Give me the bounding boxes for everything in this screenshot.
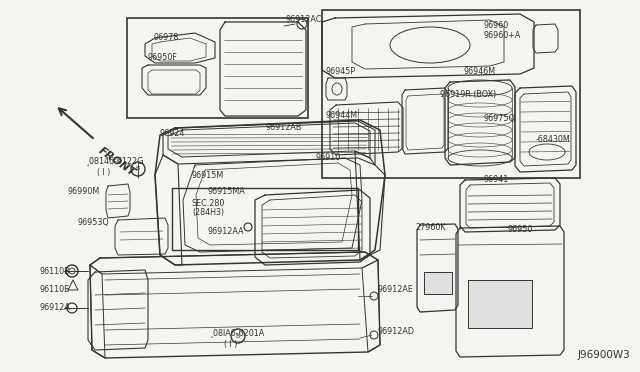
Text: 96912AD: 96912AD — [378, 327, 415, 337]
Bar — [424, 272, 452, 294]
Text: 96941: 96941 — [484, 176, 509, 185]
Text: 96110B: 96110B — [40, 267, 70, 276]
Text: 96910: 96910 — [315, 153, 340, 161]
Text: 96912A: 96912A — [40, 304, 71, 312]
Text: 96946M: 96946M — [464, 67, 496, 77]
Text: FRONT: FRONT — [97, 145, 138, 178]
Text: 96990M: 96990M — [67, 187, 99, 196]
Text: 96912AA: 96912AA — [207, 228, 244, 237]
Text: 96960: 96960 — [484, 22, 509, 31]
Text: 96945P: 96945P — [326, 67, 356, 77]
Text: 96915M: 96915M — [192, 170, 224, 180]
Text: 96950F: 96950F — [147, 52, 177, 61]
Text: 96944M: 96944M — [326, 112, 358, 121]
Bar — [127, 18, 308, 118]
Text: 27960K: 27960K — [415, 224, 445, 232]
Text: ¸08IA6-6201A: ¸08IA6-6201A — [210, 328, 265, 337]
Bar — [172, 188, 358, 250]
Text: J96900W3: J96900W3 — [577, 350, 630, 360]
Text: ( I ): ( I ) — [97, 167, 110, 176]
Text: 96975Q: 96975Q — [484, 113, 516, 122]
Text: 96960+A: 96960+A — [484, 32, 522, 41]
Text: B: B — [135, 167, 140, 171]
Text: -68430M: -68430M — [536, 135, 571, 144]
Text: ¸08146-6122G: ¸08146-6122G — [86, 157, 145, 166]
Text: 96953Q: 96953Q — [78, 218, 109, 227]
Text: 96110E: 96110E — [40, 285, 70, 295]
Text: 96912AE: 96912AE — [378, 285, 414, 295]
Bar — [322, 10, 580, 178]
Text: 96950: 96950 — [507, 224, 532, 234]
Text: (284H3): (284H3) — [192, 208, 224, 218]
Bar — [468, 280, 532, 328]
Text: 96924: 96924 — [160, 129, 186, 138]
Text: 96919R (BOX): 96919R (BOX) — [440, 90, 496, 99]
Text: SEC.280: SEC.280 — [192, 199, 225, 208]
Text: 96912AC: 96912AC — [285, 16, 321, 25]
Text: 96912AB: 96912AB — [266, 122, 302, 131]
Text: ( I ): ( I ) — [224, 340, 237, 349]
Text: 96978: 96978 — [153, 33, 179, 42]
Text: B: B — [235, 334, 239, 339]
Text: 96915MA: 96915MA — [207, 187, 244, 196]
